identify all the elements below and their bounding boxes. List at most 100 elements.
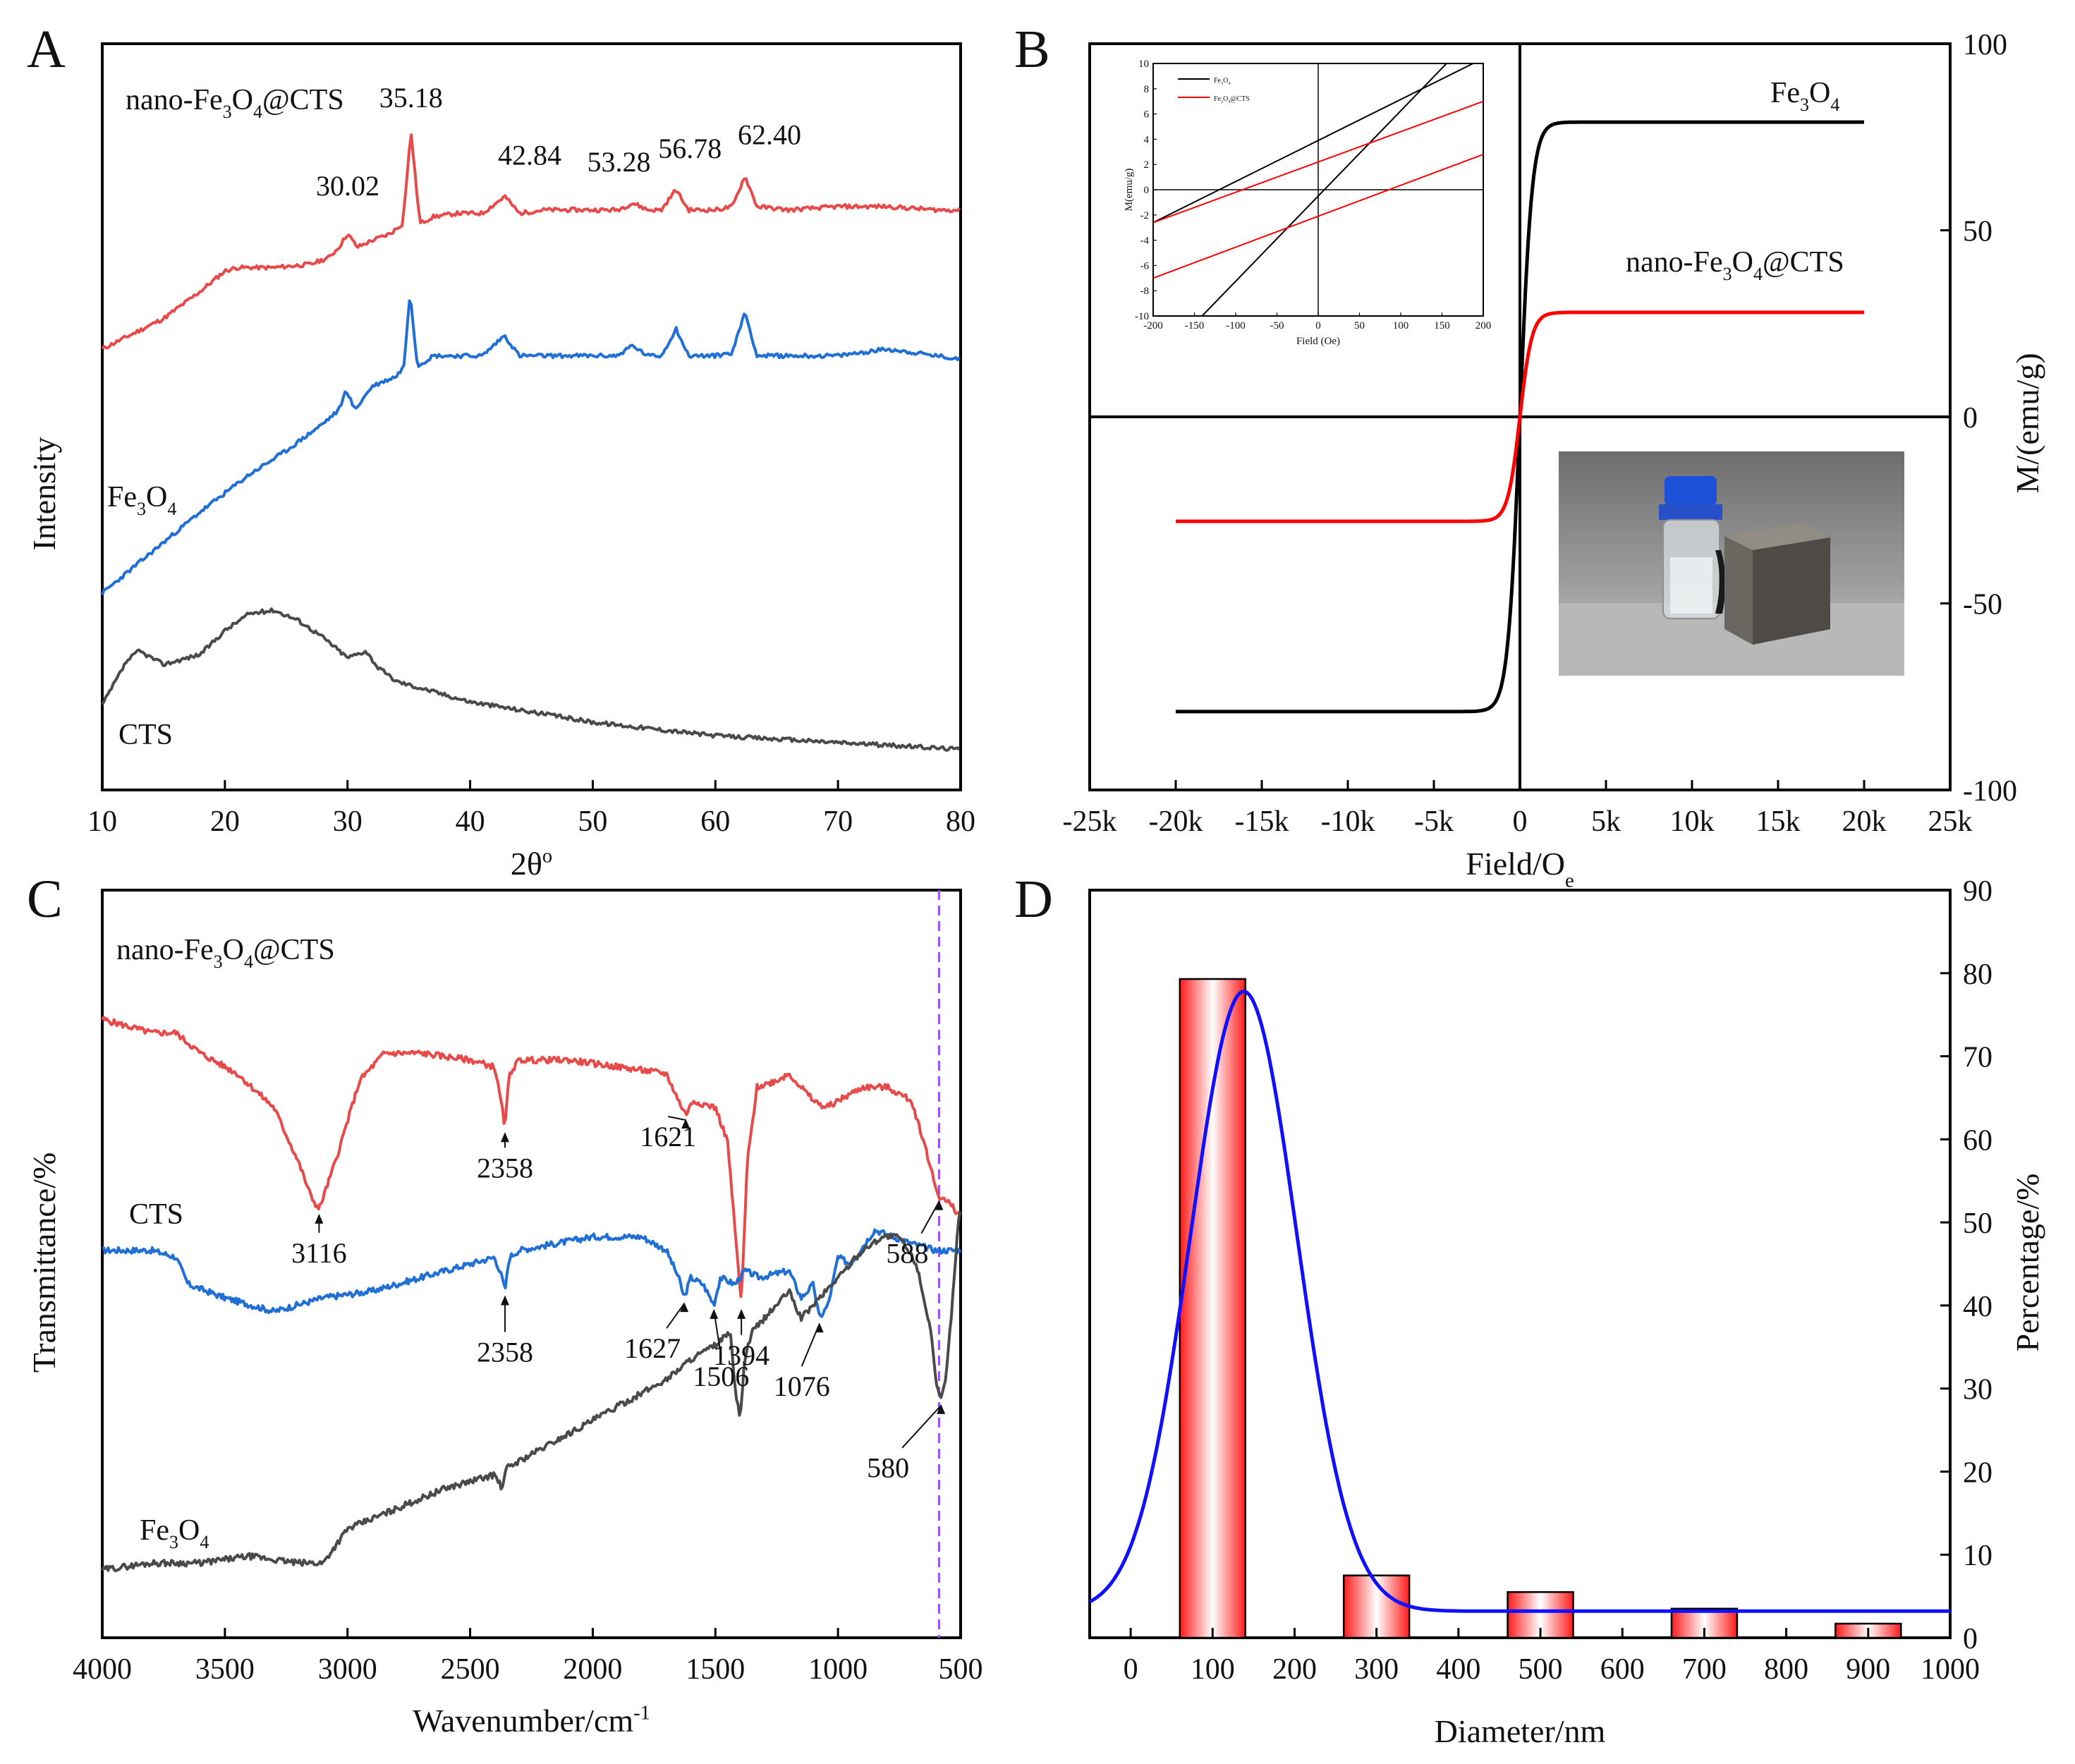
ftir-x-axis-label: Wavenumber/cm-1 [413,1703,650,1739]
dist-y-tick-label: 0 [1963,1623,1978,1655]
dist-y-tick-label: 40 [1963,1291,1992,1323]
ftir-x-tick-label: 1000 [808,1653,868,1686]
inset-y-axis-label: M(emu/g) [1124,169,1135,212]
vsm-x-tick-label: -10k [1321,805,1375,838]
dist-x-tick-label: 1000 [1921,1653,1980,1686]
inset-y-tick-label: -8 [1140,286,1150,297]
vsm-y-tick-label: 100 [1963,29,2007,61]
dist-y-tick-label: 80 [1963,959,1992,991]
inset-y-tick-label: 4 [1144,134,1150,145]
xrd-peak-label: 30.02 [316,170,379,202]
xrd-peak-label: 56.78 [658,133,722,164]
ftir-arrow [901,1405,942,1449]
ftir-series-2 [101,1210,962,1573]
xrd-peak-label: 62.40 [738,119,801,151]
ftir-x-tick-label: 3000 [318,1653,377,1686]
inset-legend-label: Fe3O4@CTS [1214,95,1250,104]
inset-loop-line [1153,153,1483,279]
xrd-x-tick-label: 70 [823,805,853,838]
panel-c-frame [101,889,962,1639]
inset-y-tick-label: 2 [1144,159,1150,171]
xrd-y-axis-label: Intensity [26,437,62,551]
xrd-series-1 [101,299,961,595]
inset-loop-line [1200,63,1448,316]
xrd-label-cts: CTS [118,719,173,751]
vsm-y-tick-label: 0 [1963,402,1978,434]
ftir-peak-label: 1394 [713,1339,769,1371]
vsm-y-tick-label: -50 [1963,589,2002,621]
dist-y-axis-label: Percentage/% [2009,1174,2045,1352]
dist-y-tick-label: 10 [1963,1540,1992,1572]
magnet-top [1724,523,1830,550]
ftir-arrowhead [681,1119,690,1129]
dist-x-tick-label: 0 [1124,1653,1138,1686]
xrd-peak-label: 35.18 [379,82,443,114]
xrd-x-tick-label: 20 [210,805,240,838]
ftir-peak-label: 580 [867,1452,909,1484]
xrd-label-nano: nano-Fe3O4@CTS [126,84,344,122]
ftir-peak-label: 1506 [693,1361,749,1392]
ftir-arrow [920,1201,940,1234]
ftir-x-tick-label: 3500 [195,1653,255,1686]
dist-y-tick-label: 90 [1963,875,1992,908]
dist-x-axis-label: Diameter/nm [1435,1713,1606,1749]
vsm-y-tick-label: -100 [1963,775,2017,808]
ftir-x-tick-label: 4000 [73,1653,132,1686]
xrd-x-tick-label: 60 [700,805,730,838]
ftir-peak-label: 2358 [477,1152,533,1184]
vsm-y-tick-label: 50 [1963,216,1992,248]
dist-x-tick-label: 300 [1354,1653,1399,1686]
inset-y-tick-label: 8 [1144,84,1150,95]
inset-y-tick-label: 10 [1138,59,1149,70]
vsm-x-tick-label: 15k [1756,805,1801,838]
vial-cap [1665,476,1717,506]
panel-c-letter: C [27,870,63,929]
panel-a-frame [101,42,962,791]
inset-y-tick-label: -6 [1140,260,1150,272]
size-bar [1179,978,1247,1639]
magnet-photo [1559,451,1904,676]
inset-x-tick-label: 200 [1475,320,1492,331]
vial-liquid [1670,557,1712,614]
ftir-arrow [668,1116,686,1121]
magnet-side [1753,537,1830,645]
dist-x-tick-label: 900 [1846,1653,1890,1686]
vsm-x-tick-label: 5k [1591,805,1621,838]
inset-lines [1153,63,1483,316]
vsm-x-tick-label: -5k [1414,805,1454,838]
vsm-label-fe3o4: Fe3O4 [1770,77,1839,115]
dist-y-tick-label: 30 [1963,1374,1992,1406]
ftir-series-0 [101,1016,962,1298]
ftir-arrowhead [737,1308,746,1319]
xrd-peak-label: 42.84 [498,139,561,171]
xrd-peak-label: 53.28 [587,146,650,178]
dist-x-tick-label: 800 [1764,1653,1808,1686]
dist-x-tick-label: 600 [1600,1653,1645,1686]
inset-y-tick-label: -4 [1140,236,1150,247]
ftir-y-axis-label: Transmittance/% [26,1152,62,1373]
inset-loop-line [1153,100,1483,224]
inset-x-tick-label: 100 [1393,320,1409,331]
ftir-x-tick-label: 2500 [441,1653,500,1686]
dist-y-tick-label: 60 [1963,1124,1992,1157]
ftir-x-tick-label: 500 [939,1653,983,1686]
vsm-x-axis-label: Field/Oe [1466,846,1574,892]
gaussian-fit-line [1088,990,1950,1613]
dist-y-tick-label: 70 [1963,1042,1992,1074]
magnetic-particles [1715,550,1726,614]
ftir-label-nano: nano-Fe3O4@CTS [116,934,335,972]
ftir-peak-label: 1621 [640,1121,696,1152]
vsm-x-tick-label: 20k [1842,805,1887,838]
inset-y-tick-label: 6 [1144,109,1150,121]
inset-y-tick-label: -10 [1135,311,1149,322]
ftir-peak-label: 3116 [291,1237,347,1269]
inset-x-tick-label: -50 [1270,320,1284,331]
vsm-x-tick-label: -25k [1063,805,1117,838]
ftir-arrowhead [680,1302,689,1313]
inset-x-tick-label: -150 [1185,320,1205,331]
ftir-label-fe3o4: Fe3O4 [140,1514,209,1552]
dist-y-tick-label: 20 [1963,1456,1992,1489]
